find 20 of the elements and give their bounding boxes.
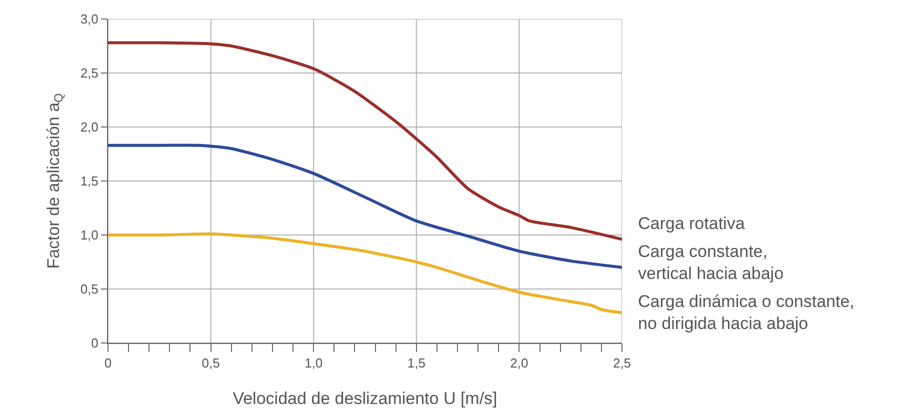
series-label: Carga rotativa [638,214,746,233]
x-tick-label: 1,5 [407,356,426,371]
y-tick-label: 3,0 [80,12,98,27]
x-axis-title: Velocidad de deslizamiento U [m/s] [232,389,498,408]
y-tick-label: 1,5 [80,174,98,189]
x-tick-label: 1,0 [304,356,323,371]
y-tick-label: 0 [91,336,98,351]
series-label: Carga dinámica o constante, no dirigida hacia abajo [638,292,854,334]
y-tick-label: 2,0 [80,120,98,135]
x-tick-label: 2,5 [612,356,632,371]
y-tick-label: 1,0 [80,228,98,243]
y-tick-label: 0,5 [80,282,98,297]
series-label: Carga constante, vertical hacia abajo [638,242,784,284]
line-series [108,232,622,314]
line-series [108,41,622,241]
line-series [108,144,622,269]
x-tick-label: 0,5 [202,356,220,371]
y-tick-label: 2,5 [80,66,98,81]
x-tick-label: 0 [104,356,112,371]
x-tick-label: 2,0 [510,356,528,371]
